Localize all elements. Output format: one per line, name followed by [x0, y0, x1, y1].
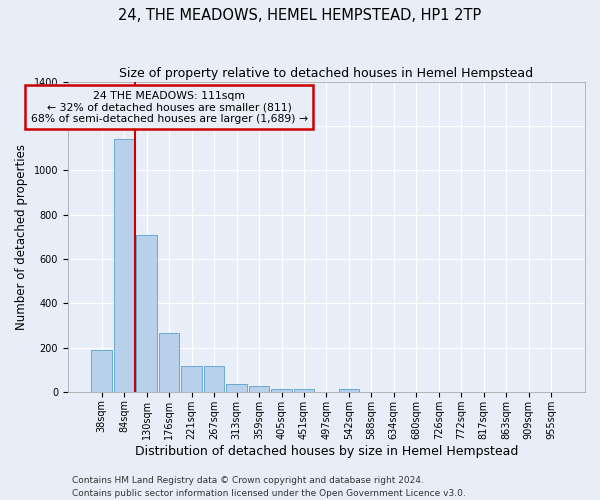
Bar [338, 388, 359, 392]
Text: 24 THE MEADOWS: 111sqm
← 32% of detached houses are smaller (811)
68% of semi-de: 24 THE MEADOWS: 111sqm ← 32% of detached… [31, 90, 308, 124]
Title: Size of property relative to detached houses in Hemel Hempstead: Size of property relative to detached ho… [119, 68, 533, 80]
X-axis label: Distribution of detached houses by size in Hemel Hempstead: Distribution of detached houses by size … [135, 444, 518, 458]
Bar [181, 366, 202, 392]
Bar [136, 234, 157, 392]
Bar [226, 384, 247, 392]
Bar [271, 388, 292, 392]
Y-axis label: Number of detached properties: Number of detached properties [15, 144, 28, 330]
Bar [91, 350, 112, 392]
Bar [114, 140, 134, 392]
Bar [293, 388, 314, 392]
Text: Contains HM Land Registry data © Crown copyright and database right 2024.
Contai: Contains HM Land Registry data © Crown c… [72, 476, 466, 498]
Text: 24, THE MEADOWS, HEMEL HEMPSTEAD, HP1 2TP: 24, THE MEADOWS, HEMEL HEMPSTEAD, HP1 2T… [118, 8, 482, 22]
Bar [249, 386, 269, 392]
Bar [204, 366, 224, 392]
Bar [159, 333, 179, 392]
